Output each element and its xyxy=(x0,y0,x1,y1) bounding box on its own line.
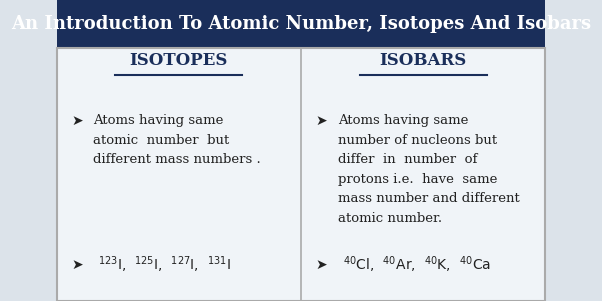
FancyBboxPatch shape xyxy=(57,48,545,301)
Text: ➤: ➤ xyxy=(315,114,327,129)
Text: $^{123}$I,  $^{125}$I,  $^{127}$I,  $^{131}$I: $^{123}$I, $^{125}$I, $^{127}$I, $^{131}… xyxy=(98,255,231,275)
Text: ISOBARS: ISOBARS xyxy=(379,52,467,69)
Text: ➤: ➤ xyxy=(72,258,83,272)
Text: Atoms having same
atomic  number  but
different mass numbers .: Atoms having same atomic number but diff… xyxy=(93,114,261,166)
Text: ISOTOPES: ISOTOPES xyxy=(129,52,228,69)
Text: ➤: ➤ xyxy=(72,114,83,129)
Text: ➤: ➤ xyxy=(315,258,327,272)
Text: $^{40}$Cl,  $^{40}$Ar,  $^{40}$K,  $^{40}$Ca: $^{40}$Cl, $^{40}$Ar, $^{40}$K, $^{40}$C… xyxy=(343,255,491,275)
FancyBboxPatch shape xyxy=(57,0,545,48)
Text: Atoms having same
number of nucleons but
differ  in  number  of
protons i.e.  ha: Atoms having same number of nucleons but… xyxy=(338,114,520,225)
Text: An Introduction To Atomic Number, Isotopes And Isobars: An Introduction To Atomic Number, Isotop… xyxy=(11,15,591,33)
